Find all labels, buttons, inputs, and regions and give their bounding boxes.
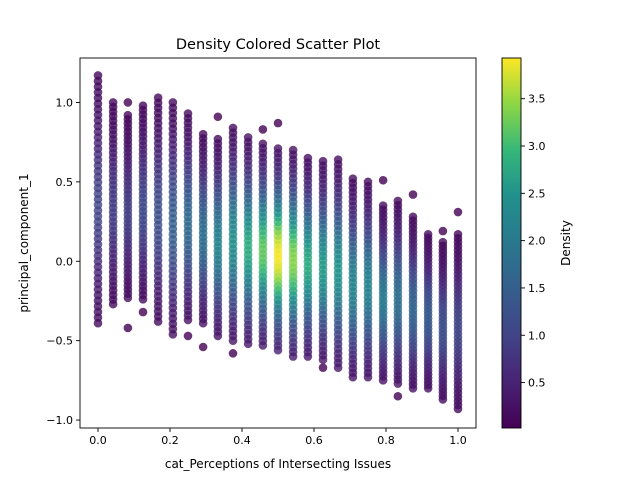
scatter-point-col7 bbox=[198, 129, 208, 139]
scatter-point-col15 bbox=[318, 156, 328, 166]
scatter-point-col14 bbox=[303, 153, 313, 163]
scatter-point-col23 bbox=[438, 237, 448, 247]
scatter-point-outlier bbox=[378, 175, 388, 185]
scatter-point-outlier bbox=[393, 391, 403, 401]
scatter-point-col3 bbox=[138, 101, 148, 110]
colorbar-tick-label: 0.5 bbox=[528, 377, 546, 390]
scatter-point-col1 bbox=[108, 98, 118, 107]
scatter-point-col11 bbox=[258, 139, 268, 149]
scatter-point-col5 bbox=[168, 98, 178, 107]
x-tick-label: 0.0 bbox=[89, 434, 107, 447]
scatter-point-col0 bbox=[93, 71, 103, 80]
scatter-point-col18 bbox=[363, 177, 373, 187]
scatter-point-col16 bbox=[333, 155, 343, 164]
colorbar-tick-label: 3.5 bbox=[528, 93, 546, 106]
x-tick-label: 0.4 bbox=[233, 434, 251, 447]
x-tick-label: 0.2 bbox=[161, 434, 179, 447]
x-axis-label: cat_Perceptions of Intersecting Issues bbox=[165, 457, 391, 471]
scatter-point-col17 bbox=[348, 174, 358, 183]
y-axis-ticks: −1.0 −0.5 0.0 0.5 1.0 bbox=[46, 96, 80, 427]
y-tick-label: 1.0 bbox=[56, 96, 74, 109]
chart-title: Density Colored Scatter Plot bbox=[176, 37, 381, 53]
scatter-point-outlier bbox=[213, 112, 223, 122]
colorbar-gradient bbox=[501, 57, 522, 429]
scatter-point-outlier bbox=[123, 98, 133, 107]
scatter-point-outlier bbox=[123, 323, 133, 333]
x-tick-label: 1.0 bbox=[449, 434, 467, 447]
scatter-point-col6 bbox=[183, 109, 193, 118]
colorbar-ticks: 0.5 1.0 1.5 2.0 2.5 3.0 3.5 bbox=[521, 93, 546, 390]
scatter-point-outlier bbox=[183, 331, 193, 341]
y-tick-label: 0.5 bbox=[56, 176, 74, 189]
scatter-point-col22 bbox=[423, 229, 433, 239]
scatter-point-col12 bbox=[273, 144, 283, 153]
colorbar-label: Density bbox=[559, 220, 573, 266]
scatter-point-outlier bbox=[408, 190, 418, 199]
scatter-point-col20 bbox=[393, 196, 403, 206]
plot-area-frame bbox=[79, 57, 477, 429]
scatter-point-outlier bbox=[258, 125, 268, 134]
scatter-point-col8 bbox=[213, 134, 223, 144]
scatter-point-outlier bbox=[228, 349, 238, 358]
scatter-point-outlier bbox=[198, 342, 208, 352]
scatter-point-outlier bbox=[318, 363, 328, 372]
y-tick-label: −1.0 bbox=[46, 414, 73, 427]
scatter-point-col10 bbox=[243, 133, 253, 142]
scatter-point-col4 bbox=[153, 93, 163, 102]
colorbar-tick-label: 3.0 bbox=[528, 140, 546, 153]
x-axis-ticks: 0.0 0.2 0.4 0.6 0.8 1.0 bbox=[89, 428, 467, 447]
x-tick-label: 0.8 bbox=[377, 434, 395, 447]
scatter-point-col24 bbox=[453, 229, 463, 239]
scatter-point-col9 bbox=[228, 123, 238, 133]
colorbar: 0.5 1.0 1.5 2.0 2.5 3.0 3.5 Density bbox=[501, 57, 573, 429]
scatter-point-col21 bbox=[408, 212, 418, 222]
scatter-point-outlier bbox=[438, 226, 448, 236]
scatter-point-outlier bbox=[273, 118, 283, 128]
scatter-points bbox=[93, 71, 463, 414]
scatter-point-col13 bbox=[288, 145, 298, 155]
x-tick-label: 0.6 bbox=[305, 434, 323, 447]
colorbar-tick-label: 1.0 bbox=[528, 329, 546, 342]
y-axis-label: principal_component_1 bbox=[17, 173, 31, 312]
colorbar-tick-label: 2.0 bbox=[528, 235, 546, 248]
scatter-point-outlier bbox=[453, 207, 463, 217]
colorbar-tick-label: 1.5 bbox=[528, 282, 546, 295]
scatter-point-outlier bbox=[138, 307, 148, 317]
y-tick-label: −0.5 bbox=[46, 335, 73, 348]
colorbar-tick-label: 2.5 bbox=[528, 187, 546, 200]
scatter-point-col19 bbox=[378, 201, 388, 210]
y-tick-label: 0.0 bbox=[56, 255, 74, 268]
scatter-point-col2 bbox=[123, 110, 133, 120]
